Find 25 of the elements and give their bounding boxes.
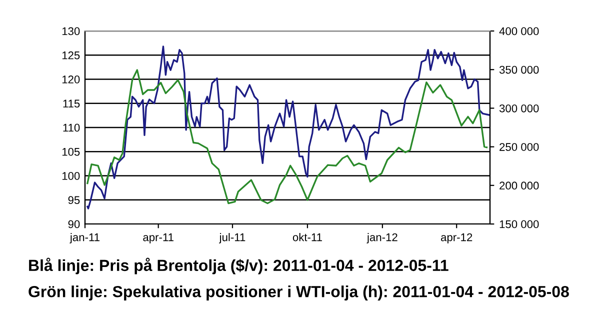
x-tick-label: okt-11	[292, 233, 322, 242]
text: Blå linje: Pris på Brentolja ($/v): 2011-01-04 - 2012-05-11	[29, 258, 448, 274]
y-tick-label: 125	[62, 51, 80, 60]
y2-tick-label: 150 000	[500, 220, 539, 228]
x-tick-label: jan-11	[70, 233, 100, 244]
y-tick-label: 110	[63, 124, 80, 132]
line-series	[86, 69, 488, 204]
y-tick-label: 130	[62, 27, 80, 36]
y-tick-label: 120	[62, 76, 80, 84]
y-tick-label: 100	[62, 172, 80, 180]
y2-tick-label: 250 000	[500, 143, 539, 151]
y-tick-label: 105	[62, 148, 80, 156]
y2-tick-label: 400 000	[499, 27, 539, 36]
line-series	[86, 46, 490, 210]
y-tick-label: 95	[68, 196, 80, 204]
y-tick-label: 115	[63, 100, 80, 108]
y-tick-label: 90	[68, 220, 80, 228]
y2-tick-label: 350 000	[499, 66, 539, 74]
x-tick-label: apr-11	[143, 233, 174, 244]
y2-tick-label: 300 000	[499, 104, 539, 112]
x-tick-label: jul-11	[219, 233, 246, 244]
x-tick-label: apr-12	[441, 233, 472, 244]
text: Grön linje: Spekulativa positioner i WTI-olja (h): 2011-01-04 - 2012-05-08	[28, 286, 569, 300]
x-tick-label: jan-12	[366, 233, 398, 244]
y2-tick-label: 200 000	[500, 182, 539, 190]
